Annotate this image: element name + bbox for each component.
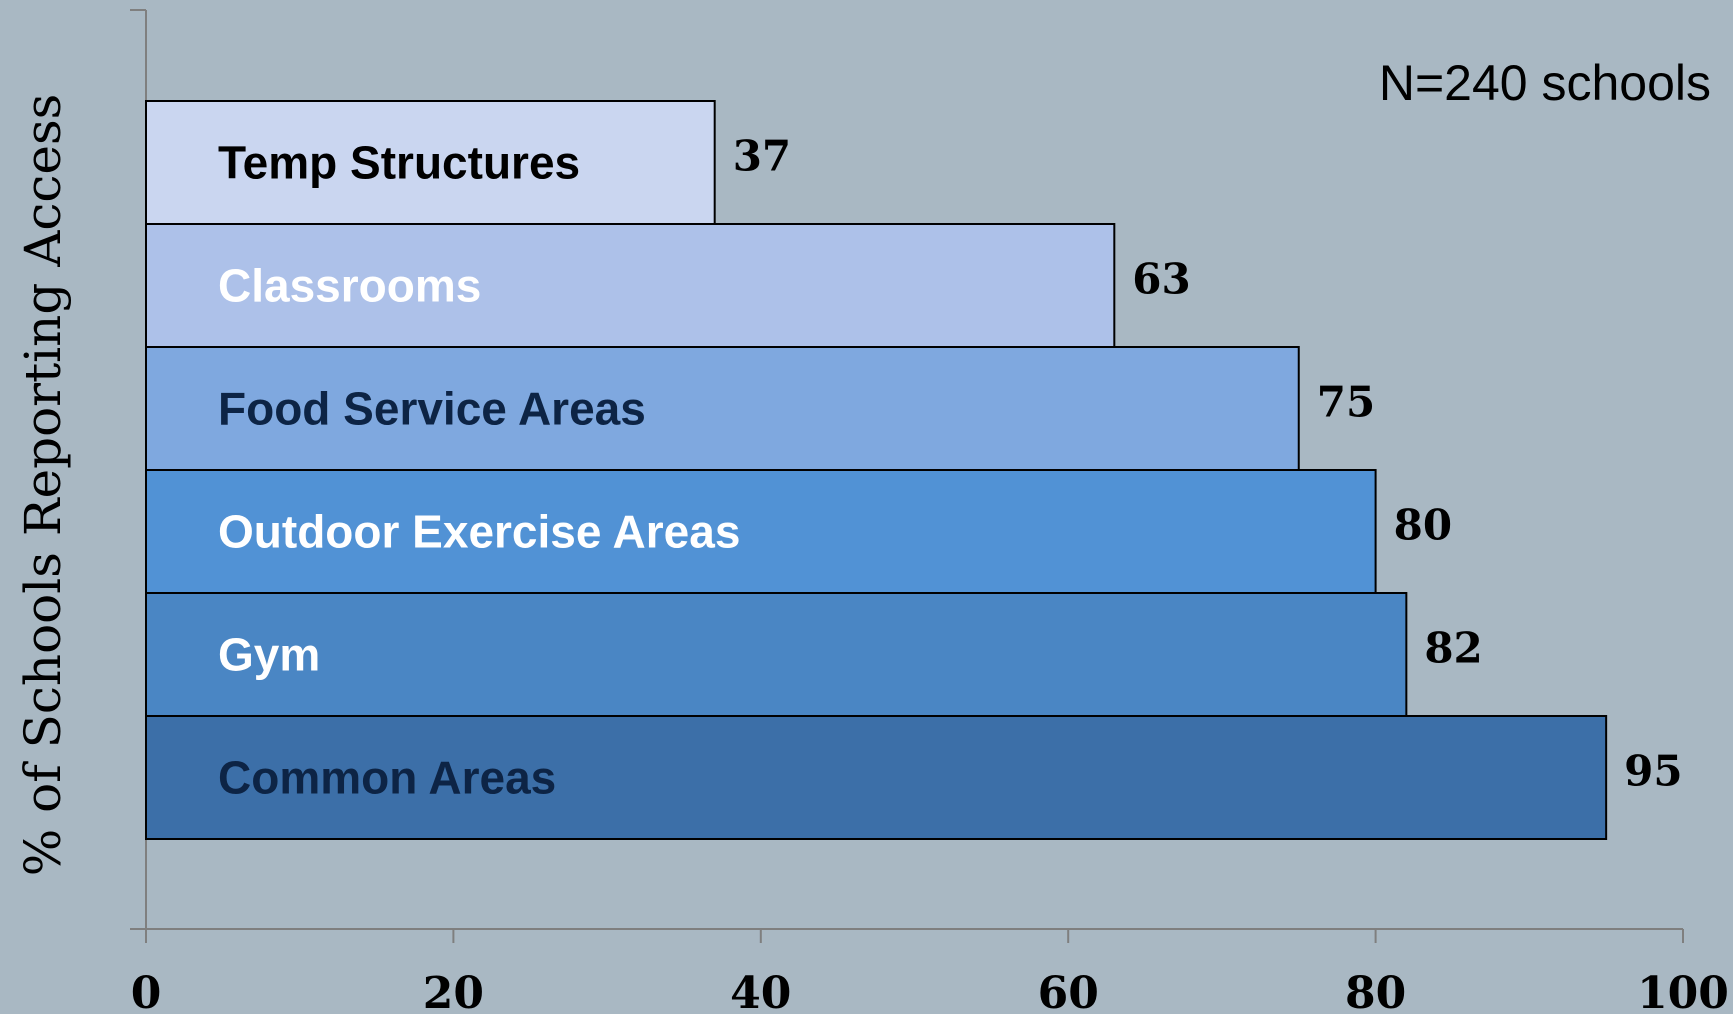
x-tick-label: 100 xyxy=(1637,968,1729,1014)
bar xyxy=(145,715,1608,840)
bar-value-label: 75 xyxy=(1317,378,1375,427)
x-tick-label: 20 xyxy=(423,968,484,1014)
bar-category-label: Classrooms xyxy=(218,260,481,312)
bar-category-label: Gym xyxy=(218,629,320,681)
bar-value-label: 37 xyxy=(733,132,791,181)
bar-value-label: 63 xyxy=(1132,255,1190,304)
bar-value-label: 82 xyxy=(1424,624,1482,673)
x-tick-label: 80 xyxy=(1345,968,1406,1014)
bar-category-label: Temp Structures xyxy=(218,137,580,189)
bar xyxy=(145,100,716,225)
sample-size-annotation: N=240 schools xyxy=(1379,55,1711,111)
bar-value-label: 80 xyxy=(1394,501,1452,550)
y-axis-label: % of Schools Reporting Access xyxy=(14,94,72,877)
x-tick-label: 0 xyxy=(131,968,162,1014)
x-tick-label: 40 xyxy=(730,968,791,1014)
bar-category-label: Outdoor Exercise Areas xyxy=(218,506,740,558)
bar-value-label: 95 xyxy=(1624,747,1682,796)
bar-category-label: Common Areas xyxy=(218,752,556,804)
bar xyxy=(145,592,1408,717)
x-tick-label: 60 xyxy=(1038,968,1099,1014)
bar-category-label: Food Service Areas xyxy=(218,383,646,435)
